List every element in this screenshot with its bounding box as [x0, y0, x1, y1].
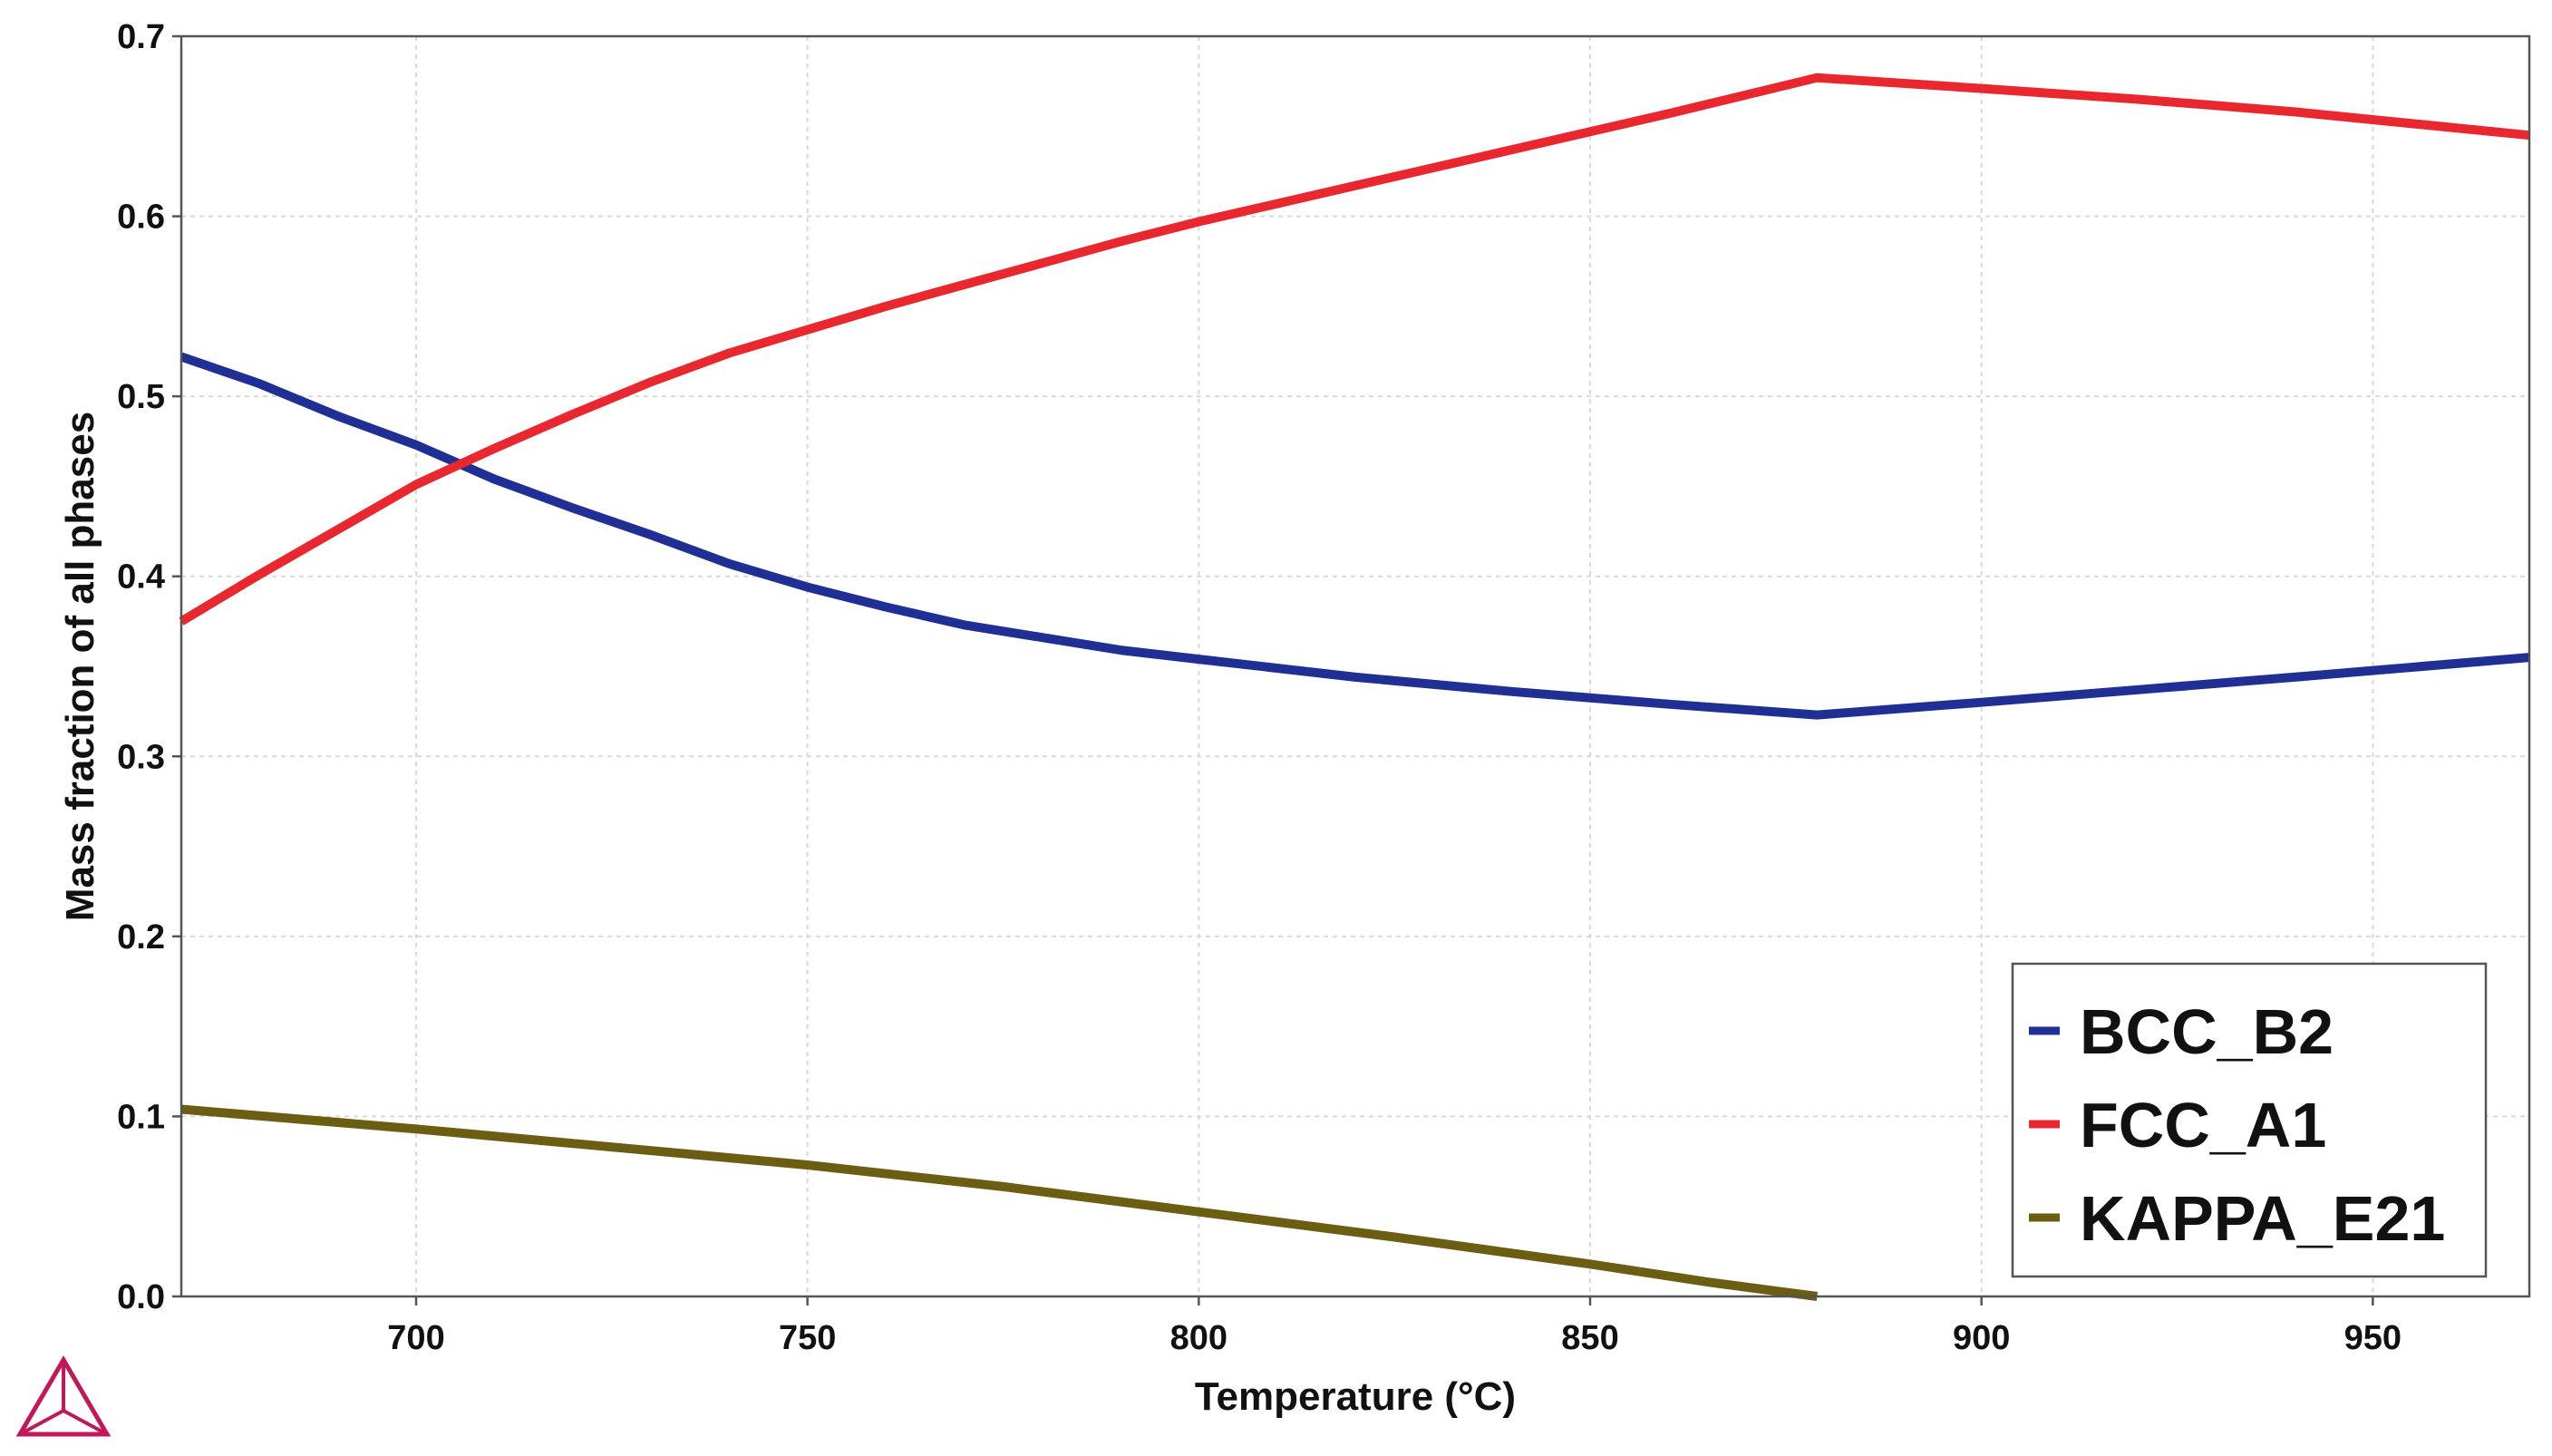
- x-tick-label: 900: [1953, 1319, 2010, 1357]
- plot-frame: [180, 34, 2531, 1298]
- grid-layer: [181, 36, 2529, 1296]
- thermo-calc-logo: [15, 1355, 112, 1437]
- y-tick-label: 0.3: [117, 738, 165, 776]
- y-axis-title: Mass fraction of all phases: [58, 412, 102, 921]
- legend-label: BCC_B2: [2080, 996, 2334, 1067]
- x-tick-label: 800: [1170, 1319, 1227, 1357]
- y-tick-label: 0.7: [117, 18, 165, 56]
- legend-box: [2011, 962, 2488, 1278]
- y-tick-label: 0.6: [117, 199, 165, 237]
- series-line-bcc-b2: [180, 352, 2530, 720]
- legend-label: KAPPA_E21: [2080, 1183, 2445, 1254]
- y-tick-label: 0.1: [117, 1098, 165, 1136]
- series-line-fcc-a1: [179, 73, 2530, 626]
- series-line-kappa-e21: [180, 1104, 1819, 1301]
- y-tick-label: 0.5: [117, 378, 165, 416]
- legend-label: FCC_A1: [2080, 1090, 2326, 1160]
- legend: BCC_B2 FCC_A1 KAPPA_E21: [2011, 962, 2488, 1278]
- x-tick-label: 950: [2344, 1319, 2402, 1357]
- x-axis-title: Temperature (°C): [1195, 1374, 1516, 1419]
- x-tick-label: 700: [387, 1319, 444, 1357]
- y-tick-label: 0.2: [117, 918, 165, 956]
- y-tick-label: 0.4: [117, 558, 165, 597]
- x-tick-label: 750: [779, 1319, 836, 1357]
- y-tick-label: 0.0: [117, 1278, 165, 1316]
- series-layer: [179, 73, 2530, 1301]
- x-tick-label: 850: [1561, 1319, 1618, 1357]
- tick-layer: 700 750 800 850 900 950 0.0 0.1 0.2 0.3 0.4 0.5 0.6 0…: [117, 18, 2402, 1357]
